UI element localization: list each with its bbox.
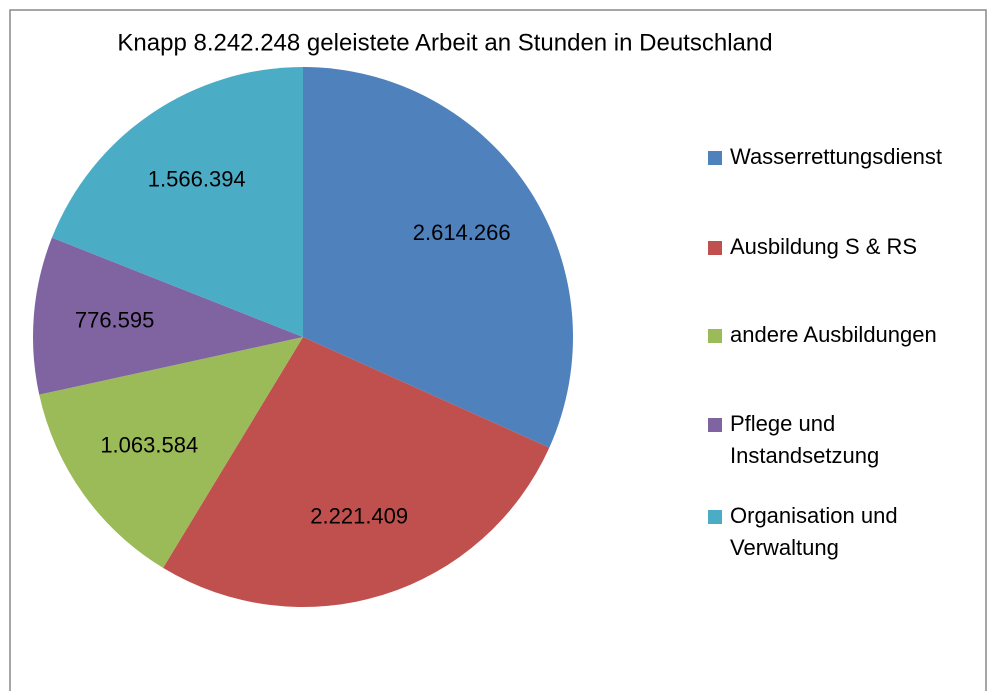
- legend-label: Wasserrettungsdienst: [730, 144, 942, 169]
- data-label: 1.063.584: [100, 433, 198, 458]
- legend-label: andere Ausbildungen: [730, 322, 937, 347]
- data-label: 1.566.394: [148, 167, 246, 192]
- legend-label: Ausbildung S & RS: [730, 234, 917, 259]
- legend-swatch: [708, 151, 722, 165]
- pie-slice: [51, 67, 304, 337]
- pie-slice: [303, 67, 574, 448]
- pie-slice: [39, 337, 304, 568]
- data-label: 2.221.409: [310, 503, 408, 528]
- data-label: 776.595: [75, 308, 155, 333]
- legend-swatch: [708, 418, 722, 432]
- legend-swatch: [708, 241, 722, 255]
- pie-slice: [163, 337, 550, 607]
- legend-swatch: [708, 510, 722, 524]
- legend-label: Organisation und Verwaltung: [730, 503, 904, 560]
- chart-title: Knapp 8.242.248 geleistete Arbeit an Stu…: [117, 29, 772, 56]
- data-label: 2.614.266: [413, 220, 511, 245]
- pie-slice: [32, 237, 303, 395]
- legend-label: Pflege und Instandsetzung: [730, 411, 879, 468]
- legend-swatch: [708, 329, 722, 343]
